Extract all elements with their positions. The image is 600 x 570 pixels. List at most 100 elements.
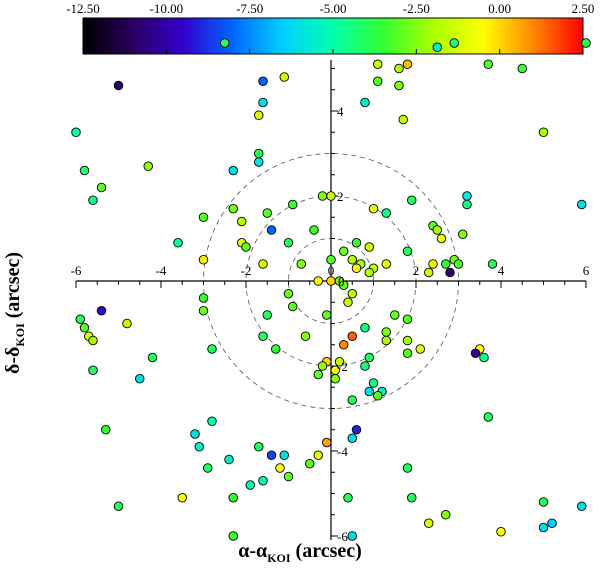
data-point: [539, 498, 548, 507]
data-point: [203, 464, 212, 473]
data-point: [369, 379, 378, 388]
data-point: [395, 64, 404, 73]
data-point: [208, 345, 217, 354]
data-point: [471, 349, 480, 358]
data-point: [339, 340, 348, 349]
x-axis-label-unit: (arcsec): [291, 540, 362, 562]
data-point: [458, 230, 467, 239]
data-point: [373, 60, 382, 69]
colorbar-tick-label: -10.00: [150, 1, 184, 16]
data-point: [263, 209, 272, 218]
data-point: [229, 166, 238, 175]
data-point: [361, 98, 370, 107]
data-point: [178, 493, 187, 502]
data-point: [271, 345, 280, 354]
data-point: [382, 336, 391, 345]
data-point: [390, 311, 399, 320]
data-point: [361, 323, 370, 332]
data-point: [80, 166, 89, 175]
data-point: [348, 289, 357, 298]
y-tick-label: -4: [337, 444, 348, 459]
data-point: [463, 200, 472, 209]
data-point: [284, 289, 293, 298]
data-point: [480, 353, 489, 362]
data-point: [284, 238, 293, 247]
data-point: [348, 532, 357, 541]
data-point: [348, 332, 357, 341]
colorbar-tick-label: 0.00: [488, 1, 511, 16]
x-tick-label: -2: [241, 263, 252, 278]
data-point: [344, 298, 353, 307]
data-point: [395, 81, 404, 90]
data-point: [72, 128, 81, 137]
data-point: [365, 268, 374, 277]
data-point: [407, 196, 416, 205]
data-point: [382, 209, 391, 218]
data-point: [114, 502, 123, 511]
data-point: [284, 472, 293, 481]
data-point: [174, 238, 183, 247]
data-point: [89, 196, 98, 205]
data-point: [246, 481, 255, 490]
data-point: [577, 200, 586, 209]
data-point: [259, 332, 268, 341]
data-point: [361, 362, 370, 371]
data-point: [267, 451, 276, 460]
data-point: [327, 192, 336, 201]
data-point: [331, 374, 340, 383]
data-point: [373, 391, 382, 400]
y-tick-label: 2: [337, 189, 344, 204]
data-point: [429, 260, 438, 269]
data-point: [318, 362, 327, 371]
data-point: [263, 311, 272, 320]
data-point: [518, 64, 527, 73]
data-point: [344, 493, 353, 502]
x-axis-label: α-αKOI (arcsec): [0, 540, 600, 566]
data-point: [254, 158, 263, 167]
data-point: [276, 464, 285, 473]
data-point: [348, 434, 357, 443]
data-point: [191, 430, 200, 439]
data-point: [352, 264, 361, 273]
data-point: [365, 243, 374, 252]
data-point: [314, 451, 323, 460]
data-point: [148, 353, 157, 362]
scatter-chart: -12.50 -10.00 -7.50 -5.00 -2.50 0.00 2.50 -6 -4…: [0, 0, 600, 570]
x-axis-label-sub: KOI: [267, 551, 290, 565]
data-point: [463, 192, 472, 201]
data-point: [348, 396, 357, 405]
colorbar-tick-label: -7.50: [236, 1, 263, 16]
y-axis-label-sub: KOI: [13, 323, 27, 346]
data-point: [446, 268, 455, 277]
data-point: [365, 387, 374, 396]
data-point: [441, 260, 450, 269]
data-point: [301, 332, 310, 341]
data-point: [488, 260, 497, 269]
data-point: [441, 510, 450, 519]
data-point: [144, 162, 153, 171]
data-point: [373, 77, 382, 86]
data-point: [314, 277, 323, 286]
data-point: [310, 226, 319, 235]
data-point: [259, 260, 268, 269]
data-point: [97, 306, 106, 315]
data-point: [288, 200, 297, 209]
y-tick-label: 4: [337, 104, 344, 119]
data-point: [403, 336, 412, 345]
data-point: [437, 234, 446, 243]
data-point: [582, 39, 591, 48]
y-axis-label: δ-δKOI (arcsec): [2, 193, 28, 433]
data-point: [297, 260, 306, 269]
data-point: [254, 442, 263, 451]
y-axis-label-main: δ-δ: [2, 347, 24, 374]
data-point: [254, 111, 263, 120]
data-point: [123, 319, 132, 328]
data-point: [305, 459, 314, 468]
data-point: [199, 255, 208, 264]
data-point: [365, 353, 374, 362]
data-point: [403, 60, 412, 69]
data-point: [242, 243, 251, 252]
data-point: [348, 255, 357, 264]
data-point: [314, 370, 323, 379]
data-point: [89, 336, 98, 345]
